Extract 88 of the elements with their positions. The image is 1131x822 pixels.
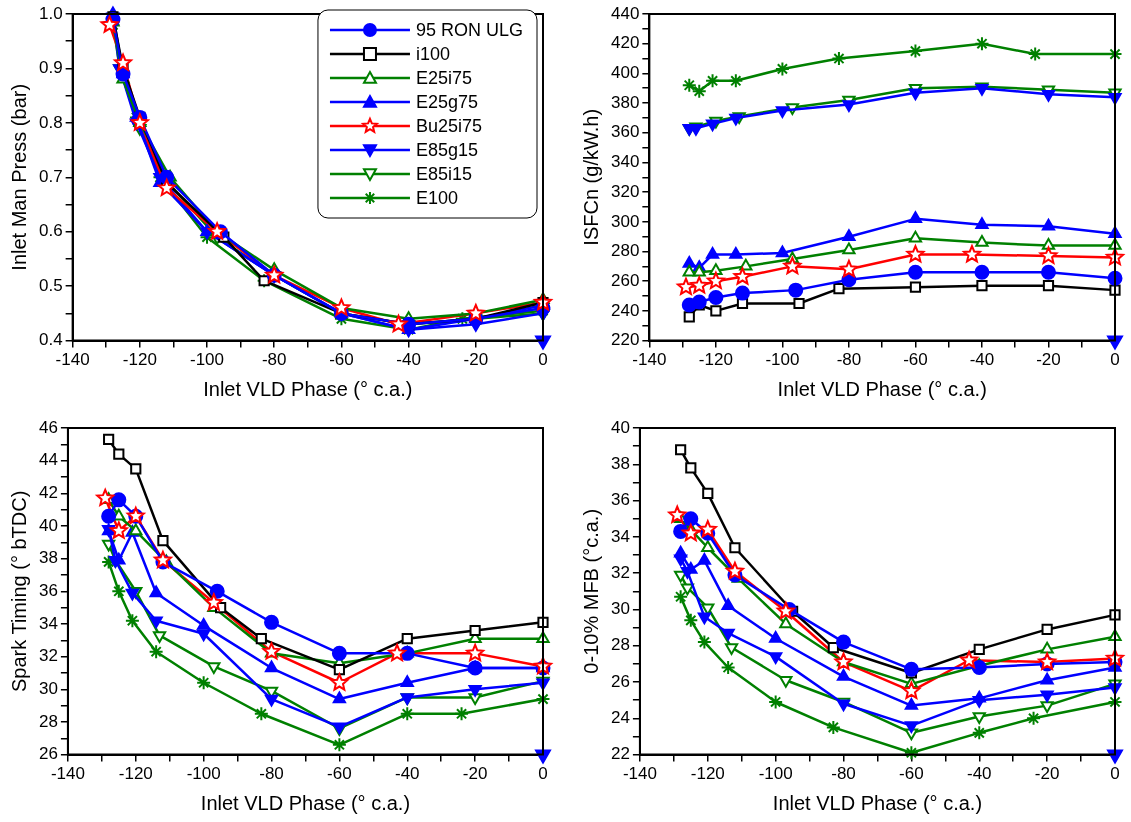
x-tick-label: -100 [765,350,800,370]
legend-label: E85g15 [415,139,479,160]
x-tick-label: -60 [329,350,354,370]
y-tick-label: 400 [610,63,640,83]
x-axis-title: Inlet VLD Phase (° c.a.) [200,791,411,814]
legend-label: E25i75 [415,67,473,88]
y-axis-title: Inlet Man Press (bar) [7,83,30,271]
x-axis-title: Inlet VLD Phase (° c.a.) [772,791,983,814]
y-tick-label: 36 [610,490,630,510]
y-tick-label: 380 [610,92,640,112]
y-tick-label: 440 [610,3,640,23]
x-tick-label: -120 [698,350,733,370]
y-tick-label: 36 [38,580,58,600]
y-tick-label: 26 [610,671,630,691]
x-axis-title: Inlet VLD Phase (° c.a.) [777,377,987,400]
x-tick-label: -60 [899,764,924,784]
y-tick-label: 40 [610,417,630,437]
y-tick-label: 46 [38,417,58,437]
y-tick-label: 32 [610,562,630,582]
y-tick-label: 38 [610,453,630,473]
x-tick-label: 0 [538,764,548,784]
x-tick-label: -20 [1034,764,1060,784]
x-tick-label: -120 [118,764,153,784]
x-tick-label: -20 [463,350,489,370]
legend-label: Bu25i75 [415,115,483,136]
x-tick-label: -40 [969,350,995,370]
x-tick-label: -100 [190,350,225,370]
x-tick-label: -60 [327,764,352,784]
y-tick-label: 22 [610,744,630,764]
y-tick-label: 260 [610,270,640,290]
y-axis-title: 0-10% MFB (°c.a.) [579,508,602,674]
y-tick-label: 360 [610,122,640,142]
y-tick-label: 0.6 [38,221,63,241]
y-tick-label: 32 [38,646,58,666]
y-axis-title: Spark Timing (° bTDC) [7,490,30,692]
x-tick-label: -140 [55,350,90,370]
y-tick-label: 26 [38,744,58,764]
y-tick-label: 24 [610,708,630,727]
y-tick-label: 320 [610,181,640,201]
y-tick-label: 42 [38,483,58,503]
x-tick-label: -120 [122,350,157,370]
x-tick-label: -80 [831,764,856,784]
x-tick-label: 0 [1110,764,1120,784]
y-tick-label: 220 [610,330,640,350]
x-tick-label: -20 [462,764,488,784]
legend-label: E25g75 [415,91,479,112]
legend-label: 95 RON ULG [415,19,524,40]
y-axis-title: ISFCn (g/kW.h) [579,108,602,246]
x-axis-title: Inlet VLD Phase (° c.a.) [203,377,413,400]
x-tick-label: -40 [966,764,992,784]
x-tick-label: -80 [259,764,284,784]
y-tick-label: 34 [38,613,58,633]
x-tick-label: -140 [632,350,667,370]
x-tick-label: -80 [836,350,862,370]
x-tick-label: 0 [1110,350,1120,370]
x-tick-label: -140 [50,764,85,784]
x-tick-label: 0 [538,350,548,370]
y-tick-label: 280 [610,241,640,261]
x-tick-label: -20 [1036,350,1061,370]
legend-label: E100 [415,187,459,208]
x-tick-label: -60 [903,350,928,370]
legend-label: E85i15 [415,163,473,184]
y-tick-label: 0.4 [38,330,63,350]
x-tick-label: -40 [394,764,420,784]
x-tick-label: -120 [690,764,725,784]
x-tick-label: -80 [261,350,287,370]
y-tick-label: 0.9 [38,58,63,78]
y-tick-label: 0.7 [38,166,63,186]
y-tick-label: 0.5 [38,275,63,295]
y-tick-label: 1.0 [38,3,63,23]
y-tick-label: 28 [610,635,630,655]
y-tick-label: 0.8 [38,112,63,132]
y-tick-label: 300 [610,211,640,231]
y-tick-label: 420 [610,33,640,53]
y-tick-label: 34 [610,526,630,546]
legend-label: i100 [415,43,450,64]
y-tick-label: 240 [610,300,640,320]
y-tick-label: 38 [38,548,58,568]
y-tick-label: 40 [38,515,58,535]
y-tick-label: 28 [38,711,58,731]
y-tick-label: 30 [38,678,58,698]
x-tick-label: -40 [396,350,421,370]
x-tick-label: -100 [758,764,793,784]
x-tick-label: -100 [186,764,221,784]
x-tick-label: -140 [622,764,657,784]
y-tick-label: 30 [610,599,630,619]
y-tick-label: 340 [610,152,640,172]
y-tick-label: 44 [38,450,58,470]
